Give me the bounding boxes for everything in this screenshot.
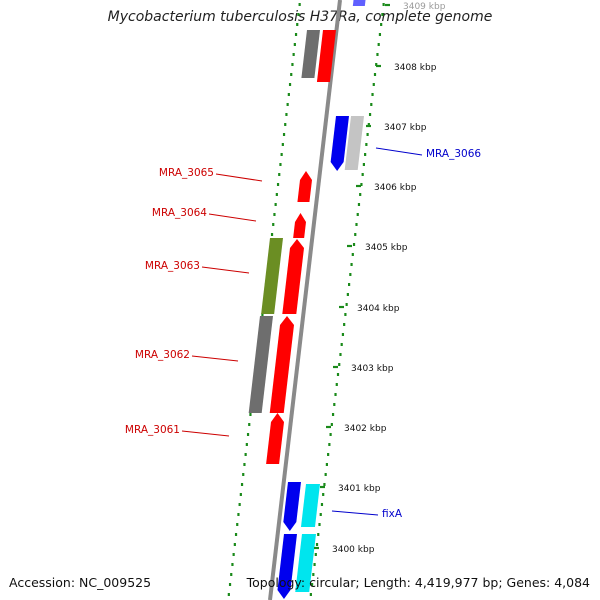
gene-label: MRA_3062 <box>135 349 190 361</box>
kbp-tick-label: 3407 kbp <box>384 123 427 133</box>
dotted-ring-outer <box>309 3 385 596</box>
gene-block-red-mra3061 <box>266 413 284 464</box>
gene-block-gray-mra3062 <box>248 316 273 413</box>
gene-block-blue-bottom <box>277 534 297 599</box>
gene-label-leader <box>215 173 263 182</box>
gene-block-gray-top <box>301 30 320 78</box>
gene-block-red-mra3063 <box>282 239 304 314</box>
kbp-tick-label: 3404 kbp <box>357 304 400 314</box>
map-title: Mycobacterium tuberculosis H37Ra, comple… <box>107 9 493 25</box>
kbp-tick-label: 3408 kbp <box>394 63 437 73</box>
gene-block-blue-fixa <box>283 482 301 531</box>
gene-label-leader <box>208 213 257 222</box>
backbone-line <box>268 0 342 600</box>
accession-text: Accession: NC_009525 <box>9 575 152 590</box>
gene-label-leader <box>201 266 250 274</box>
kbp-tick-label: 3405 kbp <box>365 243 408 253</box>
gene-block-olive <box>261 238 283 314</box>
kbp-tick-label: 3402 kbp <box>344 424 387 434</box>
gene-label: MRA_3061 <box>125 424 180 436</box>
gene-block-cyan-fixa <box>300 484 320 527</box>
gene-block-blue-mra3066 <box>330 116 349 171</box>
gene-label: fixA <box>382 508 403 520</box>
gene-block-red-mra3065 <box>297 171 312 202</box>
genome-stats-text: Topology: circular; Length: 4,419,977 bp… <box>246 575 590 590</box>
gene-label-leader <box>181 430 230 437</box>
kbp-tick-label: 3400 kbp <box>332 545 375 555</box>
gene-label: MRA_3064 <box>152 207 207 219</box>
gene-label-leader <box>331 510 379 516</box>
gene-block-red-top <box>316 30 336 82</box>
kbp-tick-label: 3401 kbp <box>338 484 381 494</box>
kbp-tick-label: 3406 kbp <box>374 183 417 193</box>
gene-block-blue-clipped <box>352 0 366 6</box>
gene-label: MRA_3066 <box>426 148 481 160</box>
gene-label: MRA_3063 <box>145 260 200 272</box>
kbp-tick-label: 3403 kbp <box>351 364 394 374</box>
gene-block-cyan-bottom <box>295 534 316 592</box>
gene-label-leader <box>191 355 239 362</box>
gene-block-red-mra3064 <box>293 213 306 238</box>
gene-block-red-mra3062 <box>269 316 294 413</box>
kbp-tick-label: 3409 kbp <box>403 2 446 12</box>
gene-block-lightgray <box>344 116 364 170</box>
gene-label: MRA_3065 <box>159 167 214 179</box>
gene-label-leader <box>375 147 423 156</box>
